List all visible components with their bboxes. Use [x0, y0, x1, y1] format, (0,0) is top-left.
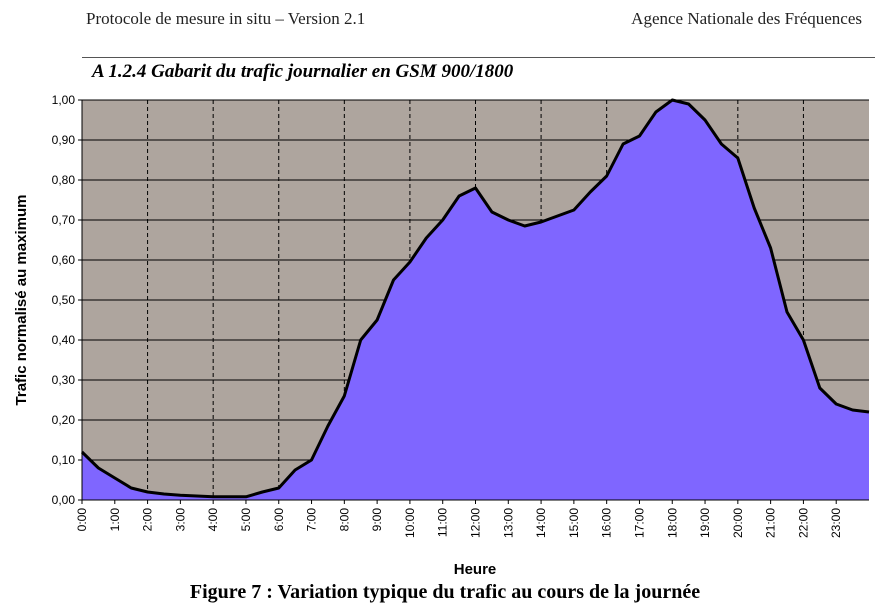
y-tick-label: 0,10 — [52, 453, 76, 467]
y-axis-ticks: 0,00 0,10 0,20 0,30 0,40 0,50 0,60 0,70 0,80 0,90… — [52, 93, 82, 507]
x-tick-label: 16:00 — [600, 508, 614, 538]
x-tick-label: 7:00 — [305, 508, 319, 532]
x-tick-label: 11:00 — [436, 508, 450, 537]
x-tick-label: 17:00 — [632, 508, 646, 538]
x-tick-label: 5:00 — [239, 508, 253, 532]
y-tick-label: 0,70 — [52, 213, 76, 227]
x-tick-label: 19:00 — [698, 508, 712, 538]
x-tick-label: 18:00 — [665, 508, 679, 538]
x-tick-label: 12:00 — [469, 508, 483, 538]
x-tick-label: 8:00 — [337, 508, 351, 532]
figure-caption: Figure 7 : Variation typique du trafic a… — [189, 581, 701, 603]
x-tick-label: 2:00 — [141, 508, 155, 532]
y-tick-label: 0,50 — [52, 293, 76, 307]
section-title: A 1.2.4 Gabarit du trafic journalier en … — [92, 61, 514, 82]
x-tick-label: 6:00 — [272, 508, 286, 532]
y-tick-label: 0,90 — [52, 133, 76, 147]
x-tick-label: 13:00 — [501, 508, 515, 538]
x-tick-label: 21:00 — [764, 508, 778, 538]
traffic-area-fill — [82, 100, 869, 500]
x-tick-label: 22:00 — [796, 508, 810, 538]
x-tick-label: 15:00 — [567, 508, 581, 538]
x-tick-label: 1:00 — [108, 508, 122, 532]
y-tick-label: 0,00 — [52, 493, 76, 507]
x-tick-label: 4:00 — [206, 508, 220, 532]
y-tick-label: 0,40 — [52, 333, 76, 347]
x-tick-label: 10:00 — [403, 508, 417, 538]
traffic-area-chart: 0,00 0,10 0,20 0,30 0,40 0,50 0,60 0,70 0,80 0,90… — [13, 93, 870, 578]
header-divider — [82, 57, 875, 58]
x-tick-label: 20:00 — [731, 508, 745, 538]
x-axis-ticks: 0:00 1:00 2:00 3:00 4:00 5:00 6:00 7:00 8:00 9:00… — [75, 500, 843, 538]
x-tick-label: 9:00 — [370, 508, 384, 532]
y-tick-label: 0,60 — [52, 253, 76, 267]
y-tick-label: 1,00 — [52, 93, 76, 107]
y-tick-label: 0,30 — [52, 373, 76, 387]
traffic-area-line — [80, 98, 870, 499]
header-left-text: Protocole de mesure in situ – Version 2.… — [86, 9, 366, 28]
y-tick-label: 0,20 — [52, 413, 76, 427]
x-tick-label: 23:00 — [829, 508, 843, 538]
x-tick-label: 0:00 — [75, 508, 89, 532]
y-axis-label: Trafic normalisé au maximum — [13, 195, 30, 406]
x-axis-label: Heure — [454, 561, 497, 578]
header-right-text: Agence Nationale des Fréquences — [631, 9, 862, 28]
x-tick-label: 3:00 — [173, 508, 187, 532]
y-tick-label: 0,80 — [52, 173, 76, 187]
x-tick-label: 14:00 — [534, 508, 548, 538]
